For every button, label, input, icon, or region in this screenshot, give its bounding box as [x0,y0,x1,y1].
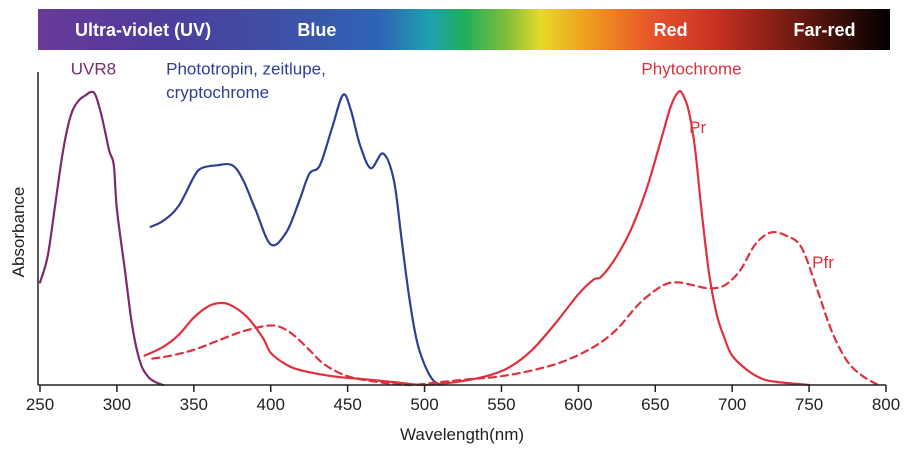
x-tick-label-800: 800 [872,395,900,414]
band-label-blue: Blue [297,20,336,40]
band-label-red: Red [654,20,688,40]
curve-annotations: UVR8 Phototropin, zeitlupe, cryptochrome Ph… [71,59,834,271]
annotation-phototropin-zeitlupe: Phototropin, zeitlupe, [166,59,326,78]
band-label-ultra-violet-uv: Ultra-violet (UV) [75,20,211,40]
x-tick-label-500: 500 [410,395,438,414]
series-line-pr [143,90,811,387]
x-tick-label-600: 600 [564,395,592,414]
series-line-uvr8 [38,90,165,387]
series-line-pfr [151,231,880,387]
x-tick-label-350: 350 [180,395,208,414]
absorbance-curves [38,90,880,387]
x-tick-label-650: 650 [641,395,669,414]
spectrum-band-labels: Ultra-violet (UV) Blue Red Far-red [75,20,855,40]
annotation-uvr8: UVR8 [71,59,116,78]
x-tick-label-400: 400 [257,395,285,414]
series-line-phototropin-zeitlupe-cryptochrome [149,93,441,387]
band-label-far-red: Far-red [793,20,855,40]
annotation-phytochrome: Phytochrome [641,59,741,78]
annotation-pfr: Pfr [812,253,834,272]
axes [37,72,886,386]
x-tick-label-450: 450 [333,395,361,414]
x-tick-label-750: 750 [795,395,823,414]
annotation-pr: Pr [689,118,706,137]
x-tick-label-550: 550 [487,395,515,414]
x-tick-label-300: 300 [103,395,131,414]
y-axis-title: Absorbance [9,187,28,278]
x-tick-label-700: 700 [718,395,746,414]
annotation-cryptochrome: cryptochrome [166,83,269,102]
x-tick-label-250: 250 [26,395,54,414]
spectrum-band [38,9,890,50]
x-axis-ticks: 250 300 350 400 450 500 550 600 650 700 750 800 [26,385,900,414]
x-axis-title: Wavelength(nm) [400,425,524,444]
